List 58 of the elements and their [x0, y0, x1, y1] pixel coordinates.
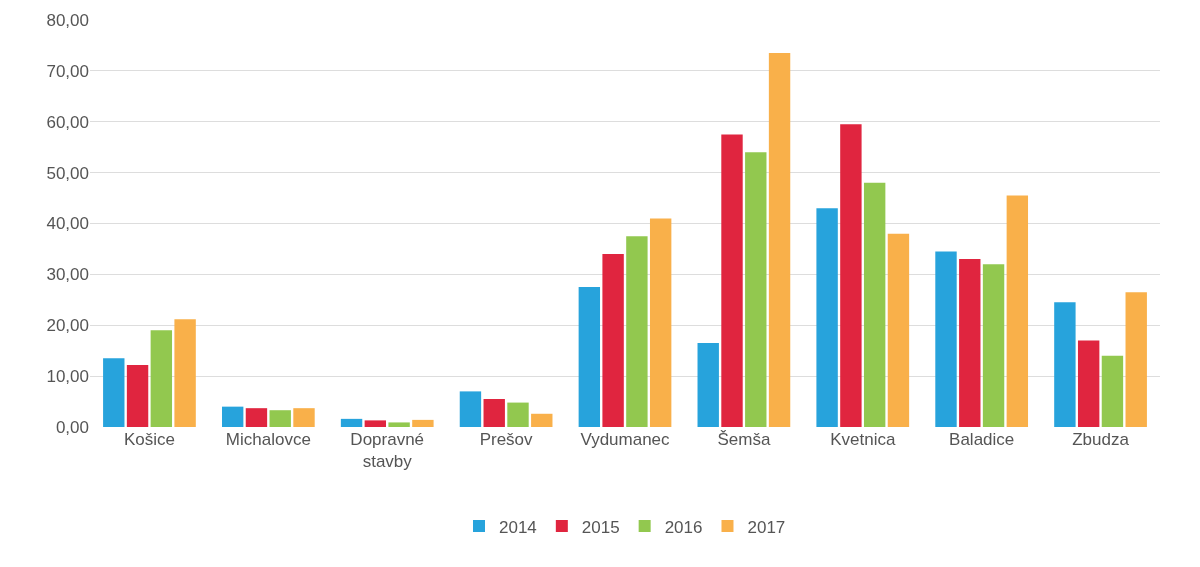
- bar: [626, 236, 648, 427]
- bar: [126, 364, 149, 427]
- bar: [340, 418, 363, 427]
- bar: [745, 152, 767, 427]
- bar: [245, 408, 268, 427]
- bar: [1125, 292, 1147, 427]
- y-tick-label: 10,00: [46, 367, 89, 387]
- bar: [1054, 302, 1076, 427]
- bar: [388, 422, 410, 427]
- bar: [269, 410, 291, 427]
- bar: [863, 182, 886, 427]
- bar: [483, 399, 505, 427]
- bar: [982, 264, 1005, 427]
- bar: [768, 53, 791, 427]
- bar: [840, 124, 862, 427]
- legend-label: 2017: [747, 517, 786, 537]
- bar: [1006, 195, 1029, 427]
- bar: [1077, 340, 1100, 427]
- bar: [649, 218, 672, 427]
- y-tick-label: 0,00: [55, 417, 89, 437]
- y-tick-label: 40,00: [46, 214, 89, 234]
- x-tick-label: Dopravné stavby: [350, 430, 425, 472]
- x-tick-label: Košice: [123, 430, 175, 449]
- x-tick-label: Zbudza: [1072, 430, 1130, 449]
- x-tick-label: Šemša: [717, 430, 771, 449]
- bar: [935, 251, 957, 427]
- x-tick-label: Prešov: [479, 430, 534, 449]
- bar: [1101, 355, 1124, 427]
- bar: [150, 330, 173, 427]
- bar: [697, 343, 719, 427]
- y-tick-label: 20,00: [46, 316, 89, 336]
- legend-label: 2015: [581, 517, 620, 537]
- y-tick-label: 80,00: [46, 10, 89, 30]
- bar: [174, 319, 196, 427]
- bar: [459, 391, 482, 427]
- y-tick-label: 30,00: [46, 265, 89, 285]
- x-tick-label: Baladice: [949, 430, 1015, 449]
- bar: [887, 233, 910, 427]
- bar: [103, 358, 125, 427]
- legend-label: 2014: [499, 517, 537, 537]
- y-tick-label: 50,00: [46, 163, 89, 183]
- bar: [816, 208, 838, 427]
- bar: [959, 259, 981, 427]
- bar: [602, 254, 624, 427]
- bar: [531, 413, 553, 427]
- legend-label: 2016: [664, 517, 703, 537]
- y-tick-label: 70,00: [46, 61, 89, 81]
- bar: [578, 287, 601, 427]
- bar: [293, 408, 315, 427]
- x-tick-label: Vydumanec: [580, 430, 671, 449]
- bar: [507, 402, 529, 427]
- x-tick-label: Kvetnica: [830, 430, 896, 449]
- y-tick-label: 60,00: [46, 112, 89, 132]
- bar: [221, 406, 244, 427]
- bar: [364, 420, 387, 427]
- bar: [412, 419, 434, 427]
- x-tick-label: Michalovce: [225, 430, 311, 449]
- bar: [721, 134, 743, 427]
